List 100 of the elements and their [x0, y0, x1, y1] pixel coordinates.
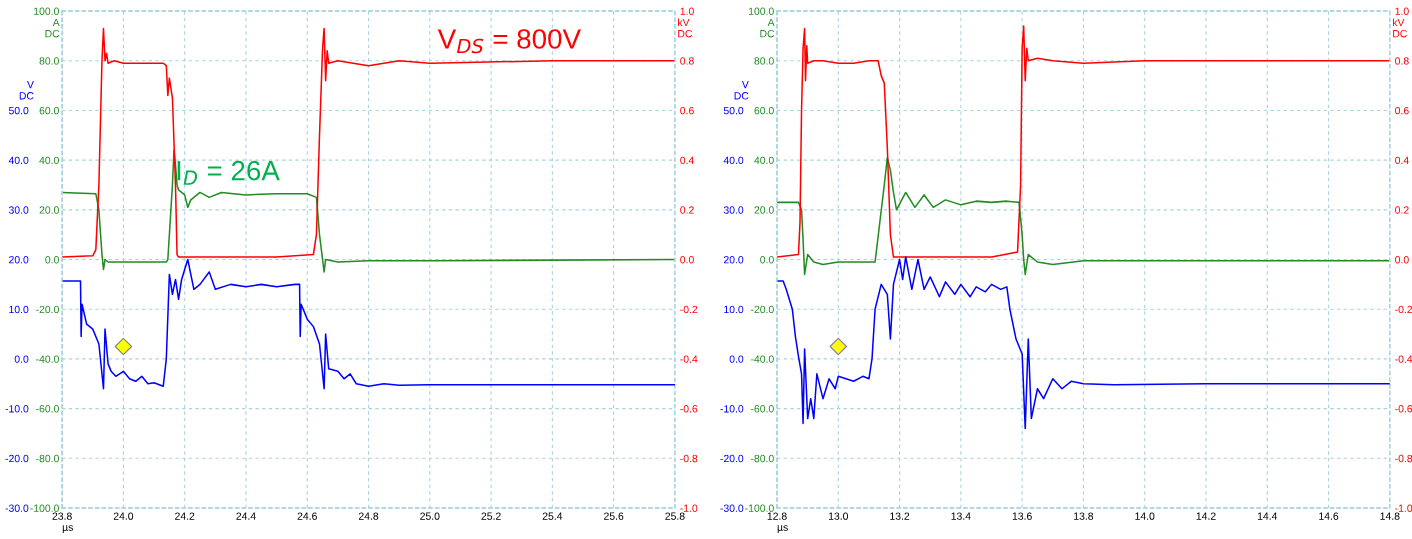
y-tick-label: 20.0: [39, 206, 59, 214]
line-series: [62, 27, 675, 258]
y3-tick-label: -30.0: [5, 504, 29, 512]
x-tick-label: 13.6: [1012, 512, 1032, 520]
line-series: [62, 149, 675, 273]
x-tick-label: 24.4: [236, 512, 256, 520]
y2-tick-label: 1.0: [1395, 7, 1409, 15]
x-tick-label: 24.0: [113, 512, 134, 520]
y-tick-label: -40.0: [750, 355, 774, 363]
y3-axis-title: V DC: [734, 81, 749, 100]
y3-tick-label: 40.0: [723, 156, 744, 165]
y2-tick-label: -1.0: [1395, 504, 1412, 512]
y3-tick-label: 40.0: [8, 156, 29, 165]
y3-tick-label: 30.0: [8, 206, 29, 214]
x-tick-label: 14.4: [1257, 512, 1278, 520]
line-series: [777, 25, 1390, 258]
y-tick-label: -40.0: [36, 355, 59, 363]
y2-tick-label: -0.6: [1395, 405, 1412, 413]
y3-tick-label: 20.0: [9, 256, 29, 264]
x-tick-label: 12.8: [767, 512, 787, 520]
annotation: V$_{DS}$ = 800V: [437, 29, 581, 54]
y-tick-label: 0.0: [760, 256, 774, 264]
y3-tick-label: 0.0: [14, 355, 29, 363]
x-axis-title: µs: [62, 525, 73, 533]
y-tick-label: 40.0: [754, 156, 774, 165]
y2-tick-label: -0.8: [680, 454, 698, 463]
y3-tick-label: 50.0: [8, 106, 29, 115]
y2-tick-label: -0.4: [1395, 355, 1412, 363]
y2-tick-label: 0.4: [680, 156, 694, 165]
y-tick-label: 100.0: [748, 7, 774, 15]
y-tick-label: 40.0: [39, 156, 59, 165]
y2-tick-label: 0.8: [1395, 57, 1409, 65]
y3-tick-label: -10.0: [720, 405, 744, 413]
y2-tick-label: 0.4: [1395, 156, 1409, 165]
y-tick-label: -60.0: [750, 405, 774, 413]
x-tick-label: 25.8: [665, 512, 685, 520]
y-tick-label: -80.0: [750, 454, 774, 463]
y2-axis-title: kV DC: [678, 18, 693, 38]
y-tick-label: 60.0: [754, 106, 774, 115]
y2-tick-label: 0.2: [1395, 206, 1409, 214]
y-tick-label: -100.0: [745, 504, 774, 512]
y-tick-label: 0.0: [45, 256, 59, 264]
x-tick-label: 13.2: [890, 512, 910, 520]
x-tick-label: 25.2: [481, 512, 501, 520]
y3-tick-label: -20.0: [720, 454, 744, 463]
y2-tick-label: 1.0: [680, 7, 694, 15]
y-tick-label: 60.0: [39, 106, 59, 115]
x-tick-label: 14.2: [1196, 512, 1216, 520]
y3-tick-label: -20.0: [5, 454, 29, 463]
y-tick-label: 20.0: [754, 206, 774, 214]
y-tick-label: -60.0: [36, 405, 59, 413]
x-tick-label: 25.4: [542, 512, 563, 520]
y-axis-title: A DC: [45, 18, 60, 38]
line-series: [62, 258, 675, 390]
line-series: [777, 256, 1390, 430]
line-series: [777, 156, 1390, 276]
y3-tick-label: 50.0: [723, 106, 744, 115]
y-tick-label: -100.0: [30, 504, 59, 512]
y2-tick-label: 0.8: [680, 57, 694, 65]
y-tick-label: -20.0: [750, 305, 774, 314]
y2-axis-title: kV DC: [1392, 18, 1407, 38]
y2-tick-label: 0.0: [1395, 256, 1409, 264]
x-tick-label: 14.8: [1380, 512, 1400, 520]
y-tick-label: 80.0: [754, 57, 774, 65]
x-tick-label: 23.8: [52, 512, 72, 520]
x-tick-label: 25.0: [420, 512, 440, 520]
x-axis-title: µs: [777, 525, 788, 533]
y3-tick-label: 10.0: [724, 305, 744, 314]
y2-tick-label: -0.6: [680, 405, 698, 413]
x-tick-label: 24.6: [297, 512, 317, 520]
y2-tick-label: 0.6: [1395, 106, 1409, 115]
y2-tick-label: -0.2: [680, 305, 698, 314]
x-tick-label: 24.8: [358, 512, 379, 520]
y-axis-title: A DC: [760, 18, 775, 38]
y3-axis-title: V DC: [19, 81, 34, 100]
x-tick-label: 13.8: [1074, 512, 1094, 520]
y-tick-label: -20.0: [36, 305, 59, 314]
x-tick-label: 14.6: [1319, 512, 1339, 520]
y2-tick-label: -0.8: [1395, 454, 1412, 463]
y2-tick-label: 0.6: [680, 106, 694, 115]
y3-tick-label: -10.0: [5, 405, 29, 413]
x-tick-label: 14.0: [1135, 512, 1155, 520]
y2-tick-label: -0.2: [1395, 305, 1412, 314]
y-tick-label: 80.0: [39, 57, 59, 65]
x-tick-label: 13.4: [951, 512, 971, 520]
annotation: I$_{D}$ = 26A: [177, 160, 280, 185]
y-tick-label: -80.0: [36, 454, 59, 463]
y2-tick-label: -0.4: [680, 355, 698, 363]
y3-tick-label: 20.0: [723, 256, 744, 264]
y3-tick-label: -30.0: [720, 504, 744, 512]
y2-tick-label: -1.0: [680, 504, 698, 512]
x-tick-label: 25.6: [604, 512, 624, 520]
y2-tick-label: 0.2: [680, 206, 694, 214]
y3-tick-label: 10.0: [9, 305, 29, 314]
y3-tick-label: 30.0: [723, 206, 744, 214]
y3-tick-label: 0.0: [729, 355, 744, 363]
x-tick-label: 13.0: [828, 512, 849, 520]
y2-tick-label: 0.0: [680, 256, 694, 264]
y-tick-label: 100.0: [34, 7, 59, 15]
x-tick-label: 24.2: [175, 512, 195, 520]
